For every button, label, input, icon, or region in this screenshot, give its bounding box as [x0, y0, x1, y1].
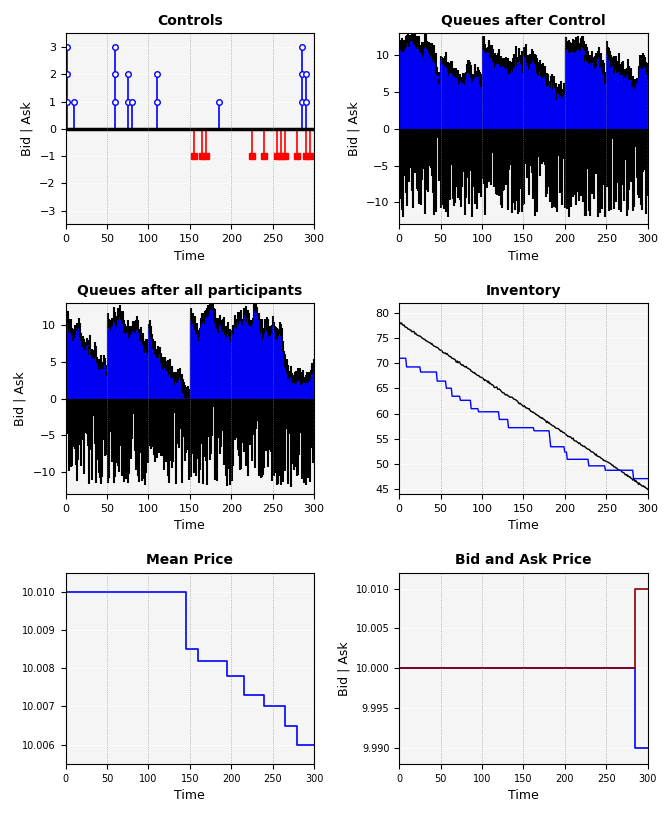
Title: Controls: Controls — [157, 14, 222, 28]
Title: Inventory: Inventory — [486, 284, 561, 298]
Title: Bid and Ask Price: Bid and Ask Price — [455, 553, 591, 567]
Y-axis label: Bid | Ask: Bid | Ask — [21, 101, 34, 156]
X-axis label: Time: Time — [175, 250, 205, 263]
Y-axis label: Bid | Ask: Bid | Ask — [347, 101, 360, 156]
Title: Queues after Control: Queues after Control — [441, 14, 605, 28]
X-axis label: Time: Time — [508, 789, 539, 802]
Y-axis label: Bid | Ask: Bid | Ask — [14, 371, 27, 426]
Title: Queues after all participants: Queues after all participants — [77, 284, 302, 298]
X-axis label: Time: Time — [508, 250, 539, 263]
X-axis label: Time: Time — [508, 520, 539, 532]
Y-axis label: Bid | Ask: Bid | Ask — [337, 641, 350, 695]
X-axis label: Time: Time — [175, 520, 205, 532]
X-axis label: Time: Time — [175, 789, 205, 802]
Title: Mean Price: Mean Price — [146, 553, 233, 567]
